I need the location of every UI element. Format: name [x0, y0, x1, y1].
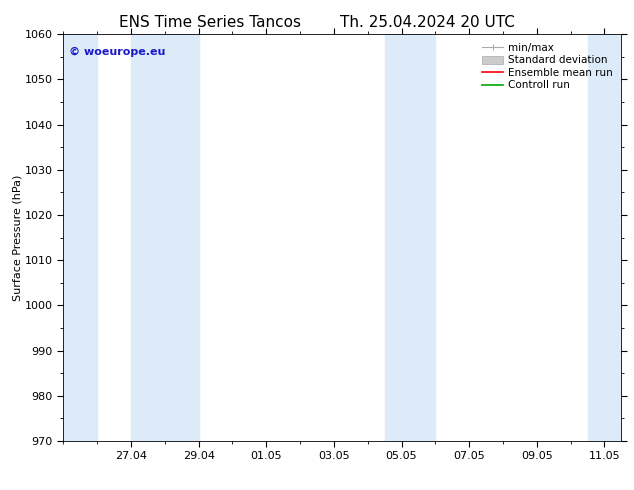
Y-axis label: Surface Pressure (hPa): Surface Pressure (hPa) [12, 174, 22, 301]
Text: ENS Time Series Tancos        Th. 25.04.2024 20 UTC: ENS Time Series Tancos Th. 25.04.2024 20… [119, 15, 515, 30]
Bar [63, 34, 97, 441]
Bar [588, 34, 621, 441]
Bar [131, 34, 198, 441]
Legend: min/max, Standard deviation, Ensemble mean run, Controll run: min/max, Standard deviation, Ensemble me… [479, 40, 616, 94]
Bar [385, 34, 436, 441]
Text: © woeurope.eu: © woeurope.eu [69, 47, 165, 56]
